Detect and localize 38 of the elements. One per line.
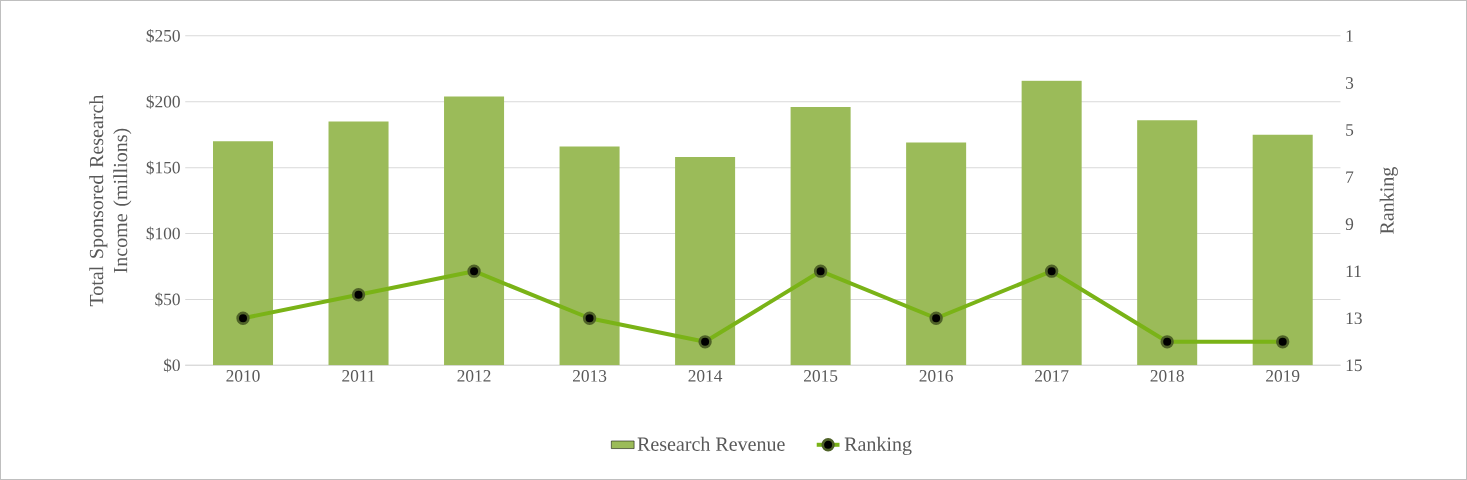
- bar: [1137, 120, 1198, 366]
- bar: [906, 142, 967, 366]
- y2-tick-label: 9: [1345, 218, 1354, 230]
- x-tick-label: 2019: [1266, 370, 1300, 382]
- y-tick-label: $100: [146, 226, 180, 241]
- x-tick-label: 2017: [1035, 370, 1069, 382]
- y-tick-label: $0: [163, 358, 180, 373]
- y2-tick-label: 3: [1346, 77, 1354, 89]
- x-tick-label: 2018: [1150, 370, 1184, 382]
- y-tick-label: $200: [146, 94, 180, 109]
- x-tick-label: 2011: [342, 370, 375, 382]
- y-tick-label: $150: [146, 160, 180, 175]
- y2-tick-label: 7: [1346, 171, 1354, 183]
- bar: [675, 157, 736, 366]
- y2-tick-label: 15: [1346, 359, 1362, 372]
- y-tick-label: $50: [155, 292, 180, 307]
- bar: [1021, 80, 1082, 366]
- x-tick-label: 2013: [572, 370, 607, 382]
- y2-tick-label: 13: [1346, 312, 1362, 325]
- bar: [444, 96, 505, 366]
- legend-label: Ranking: [844, 436, 912, 456]
- y-axis-title: Total Sponsored Research Income (millions): [89, 94, 132, 307]
- x-tick-label: 2010: [226, 370, 260, 382]
- y2-tick-label: 5: [1346, 124, 1354, 136]
- y2-tick-label: 1: [1346, 30, 1353, 42]
- bar: [790, 107, 851, 366]
- x-tick-label: 2016: [919, 370, 953, 382]
- x-tick-label: 2015: [804, 370, 838, 382]
- bar: [213, 141, 274, 366]
- bar: [328, 121, 389, 366]
- x-tick-label: 2014: [688, 370, 723, 382]
- bar: [1252, 134, 1313, 366]
- bar: [559, 146, 620, 366]
- y-tick-label: $250: [146, 28, 180, 43]
- x-tick-label: 2012: [457, 370, 491, 382]
- legend-label: Research Revenue: [637, 436, 785, 451]
- y2-axis-title: Ranking: [1379, 167, 1398, 234]
- y2-tick-label: 11: [1346, 265, 1361, 277]
